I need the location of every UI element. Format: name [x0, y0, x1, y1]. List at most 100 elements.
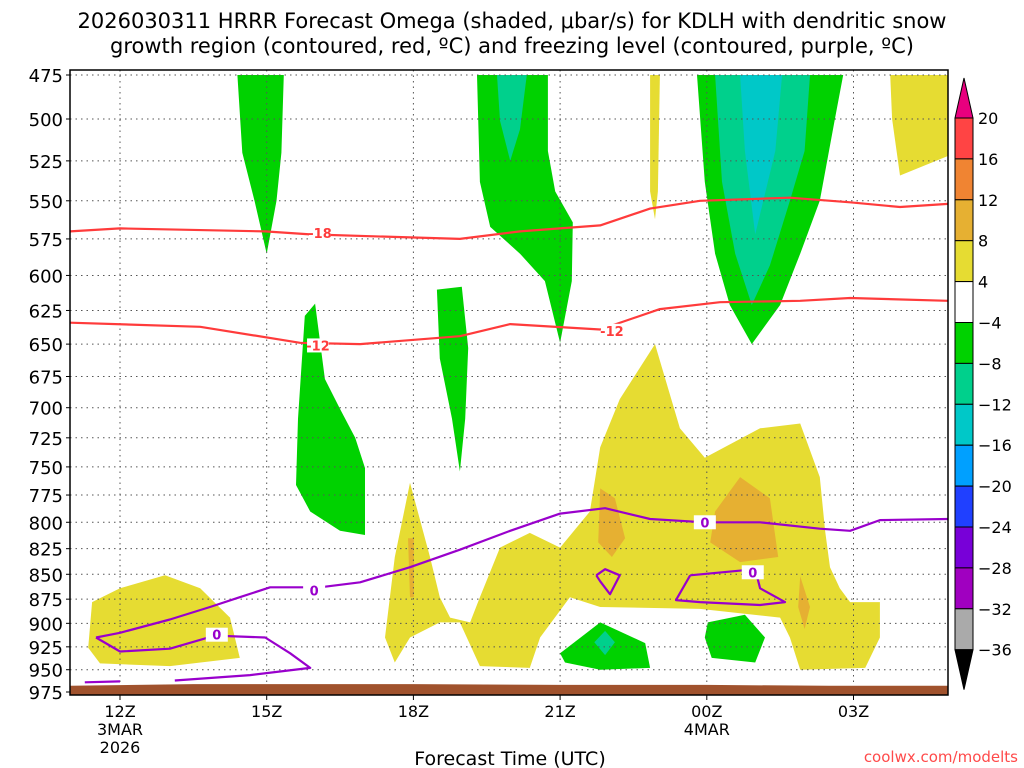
- dgz-contour-label: -12: [306, 339, 330, 354]
- y-tick-label: 850: [29, 565, 63, 586]
- dgz-contour-line: [70, 196, 948, 240]
- colorbar-over-arrow: [954, 77, 974, 119]
- freezing-contour-label-bg: [693, 515, 716, 530]
- colorbar-label: 8: [978, 232, 988, 251]
- colorbar-label: −8: [978, 354, 1002, 373]
- colorbar-swatch: [954, 199, 974, 242]
- freezing-contour-label: 0: [310, 584, 319, 599]
- colorbar-swatch: [954, 444, 974, 487]
- y-tick-label: 875: [29, 590, 63, 611]
- chart-title-line-2: growth region (contoured, red, ºC) and f…: [110, 34, 914, 58]
- terrain-fill: [70, 684, 948, 695]
- y-tick-label: 550: [29, 192, 63, 213]
- x-tick-label: 3MAR: [97, 720, 143, 739]
- terrain: [70, 684, 948, 695]
- plot-frame: [69, 69, 949, 696]
- freezing-contour-line: [95, 507, 948, 639]
- colorbar-label: −16: [978, 436, 1012, 455]
- dgz-contour-label: -12: [600, 325, 624, 340]
- omega-region: [704, 614, 765, 663]
- y-tick-label: 650: [29, 335, 63, 356]
- x-tick-label: 21Z: [544, 702, 575, 721]
- omega-region: [740, 75, 783, 235]
- colorbar-swatch: [954, 362, 974, 405]
- x-tick-label: 12Z: [104, 702, 135, 721]
- colorbar-under-arrow: [954, 649, 974, 690]
- y-tick-label: 625: [29, 301, 63, 322]
- y-tick-label: 900: [29, 614, 63, 635]
- colorbar-label: 4: [978, 273, 988, 292]
- colorbar-label: −4: [978, 314, 1002, 333]
- colorbar-label: −20: [978, 477, 1012, 496]
- colorbar-swatch: [954, 158, 974, 201]
- y-tick-label: 925: [29, 638, 63, 659]
- omega-region: [798, 576, 810, 629]
- x-tick-label: 00Z: [691, 702, 722, 721]
- y-tick-label: 950: [29, 661, 63, 682]
- colorbar-swatch: [954, 567, 974, 610]
- y-tick-label: 800: [29, 513, 63, 534]
- omega-region: [296, 303, 365, 535]
- x-tick-label: 18Z: [398, 702, 429, 721]
- y-tick-label: 825: [29, 540, 63, 561]
- colorbar-swatch: [954, 117, 974, 160]
- colorbar: 20 16 12 8 4 −4 −8 −12 −16 −20 −24 −28 −32 −36: [954, 77, 1012, 690]
- dgz-contour-label-bg: [309, 225, 332, 240]
- colorbar-label: −28: [978, 559, 1012, 578]
- colorbar-swatch: [954, 281, 974, 324]
- dgz-contour-label-bg: [600, 323, 623, 338]
- colorbar-swatch: [954, 485, 974, 528]
- dgz-contour-label-bg: [307, 338, 330, 353]
- omega-region: [436, 286, 469, 472]
- omega-region: [650, 75, 660, 220]
- freezing-contour-line: [595, 568, 621, 596]
- freezing-contour-label-bg: [303, 583, 326, 598]
- credit-text: coolwx.com/modelts: [864, 748, 1018, 766]
- y-axis: 475 500 525 550 575 600 625 650 675 700 725 750 775 8…: [29, 66, 70, 704]
- freezing-contour-label: 0: [748, 566, 757, 581]
- omega-region: [890, 75, 948, 176]
- omega-region: [710, 477, 779, 563]
- chart-title-line-1: 2026030311 HRRR Forecast Omega (shaded, …: [78, 9, 947, 33]
- contours: -18 -12 -12 0 0 0 0: [70, 196, 948, 684]
- y-tick-label: 600: [29, 266, 63, 287]
- y-tick-label: 775: [29, 486, 63, 507]
- colorbar-swatch: [954, 240, 974, 283]
- y-tick-label: 700: [29, 399, 63, 420]
- x-tick-label: 2026: [100, 738, 141, 757]
- omega-region: [594, 630, 615, 656]
- dgz-contour-line: [70, 296, 948, 346]
- y-tick-label: 475: [29, 66, 63, 87]
- colorbar-label: −32: [978, 600, 1012, 619]
- omega-shading: [88, 75, 948, 670]
- x-tick-label: 03Z: [838, 702, 869, 721]
- y-tick-label: 575: [29, 230, 63, 251]
- freezing-contour-label-bg: [741, 565, 764, 580]
- colorbar-label: 20: [978, 109, 998, 128]
- x-tick-label: 15Z: [251, 702, 282, 721]
- colorbar-swatch: [954, 608, 974, 651]
- omega-region: [497, 75, 527, 161]
- colorbar-label: 12: [978, 191, 998, 210]
- y-tick-label: 525: [29, 152, 63, 173]
- freezing-contour-line: [95, 634, 312, 682]
- omega-region: [385, 344, 880, 670]
- freezing-contour-label-bg: [205, 627, 228, 642]
- grid-lines: [70, 70, 948, 695]
- y-tick-label: 750: [29, 458, 63, 479]
- freezing-contour-label: 0: [212, 629, 221, 644]
- omega-region: [598, 488, 626, 557]
- colorbar-swatch: [954, 526, 974, 569]
- omega-region: [237, 75, 284, 254]
- dgz-contour-label: -18: [308, 227, 332, 242]
- colorbar-swatch: [954, 322, 974, 364]
- colorbar-label: −12: [978, 395, 1012, 414]
- freezing-contour-label: 0: [700, 516, 709, 531]
- colorbar-label: −36: [978, 641, 1012, 660]
- colorbar-label: 16: [978, 150, 998, 169]
- x-axis-label: Forecast Time (UTC): [414, 748, 605, 768]
- y-tick-label: 675: [29, 367, 63, 388]
- y-tick-label: 975: [29, 683, 63, 704]
